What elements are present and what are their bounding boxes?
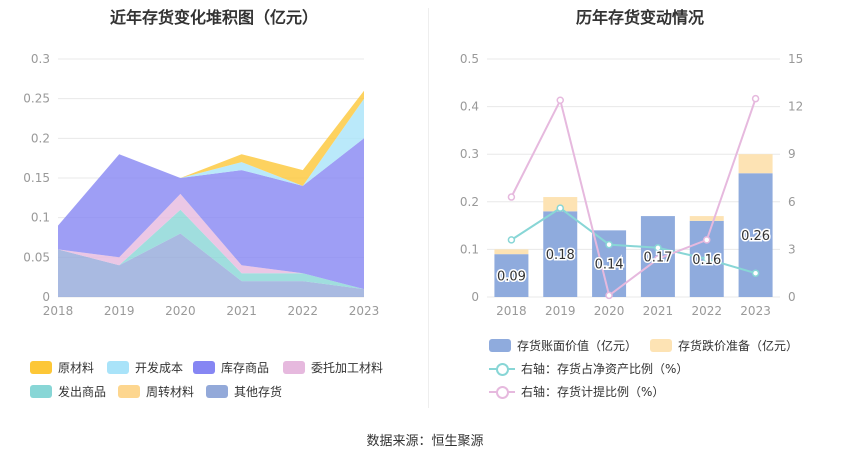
line-net-asset-ratio-point — [654, 244, 662, 252]
legend-other-inventory[interactable]: 其他存货 — [206, 383, 282, 400]
legend-swatch-icon — [118, 385, 140, 398]
legend-label: 库存商品 — [221, 361, 270, 375]
bar-impairment — [738, 154, 773, 174]
right-right-y-tick-label: 6 — [788, 195, 796, 209]
line-net-asset-ratio-point — [703, 255, 711, 263]
left-x-tick-label: 2020 — [165, 304, 196, 318]
legend-line-marker-icon — [489, 385, 515, 399]
line-provision-ratio-point — [703, 236, 711, 244]
left-x-tick-label: 2023 — [349, 304, 380, 318]
left-chart-title: 近年存货变化堆积图（亿元） — [109, 8, 318, 27]
right-left-y-tick-label: 0.5 — [460, 52, 479, 66]
data-source: 数据来源：恒生聚源 — [366, 434, 484, 449]
legend-swatch-icon — [650, 339, 672, 352]
right-right-y-tick-label: 3 — [788, 242, 796, 256]
right-chart-title: 历年存货变动情况 — [575, 8, 704, 27]
bar-value-label: 0.26 — [741, 229, 770, 244]
right-left-y-tick-label: 0.3 — [460, 147, 479, 161]
legend-label: 周转材料 — [146, 385, 195, 399]
legend-label: 右轴：存货占净资产比例（%） — [521, 362, 689, 376]
area-series-发出商品 — [58, 209, 364, 290]
legend-swatch-icon — [283, 361, 305, 374]
right-left-y-tick-label: 0.1 — [460, 242, 479, 256]
area-series-库存商品 — [58, 138, 364, 290]
legend-swatch-icon — [30, 385, 52, 398]
line-provision-ratio-point — [507, 193, 516, 201]
right-right-y-tick-label: 15 — [788, 52, 803, 66]
legend-book-value[interactable]: 存货账面价值（亿元） — [489, 337, 637, 354]
left-x-tick-label: 2018 — [43, 304, 74, 318]
line-net-asset-ratio-point — [556, 204, 564, 212]
right-left-y-tick-label: 0.2 — [460, 195, 479, 209]
right-right-y-tick-label: 12 — [788, 100, 803, 114]
right-right-y-tick-label: 9 — [788, 147, 796, 161]
bar-value-label: 0.16 — [692, 253, 721, 268]
right-left-y-tick-label: 0.4 — [460, 100, 479, 114]
legend-label: 存货账面价值（亿元） — [517, 339, 638, 353]
bar-book-value — [543, 211, 578, 297]
legend-development-cost[interactable]: 开发成本 — [107, 359, 183, 376]
line-provision-ratio-point — [751, 94, 760, 103]
right-x-tick-label: 2020 — [594, 304, 625, 318]
legend-label: 存货跌价准备（亿元） — [678, 339, 799, 353]
bar-value-label: 0.17 — [643, 251, 672, 266]
right-x-tick-label: 2021 — [643, 304, 674, 318]
right-x-tick-label: 2023 — [740, 304, 771, 318]
line-provision-ratio — [510, 97, 757, 298]
right-x-tick-label: 2019 — [545, 304, 576, 318]
legend-impairment[interactable]: 存货跌价准备（亿元） — [650, 337, 798, 354]
legend-swatch-icon — [193, 361, 215, 374]
legend-swatch-icon — [107, 361, 129, 374]
legend-label: 其他存货 — [234, 385, 283, 399]
legend-swatch-icon — [489, 339, 511, 352]
right-left-y-tick-label: 0 — [471, 290, 479, 304]
line-net-asset-ratio — [510, 206, 756, 275]
legend-finished-goods[interactable]: 库存商品 — [193, 359, 269, 376]
line-provision-ratio-point — [556, 96, 564, 105]
legend-raw-materials[interactable]: 原材料 — [30, 359, 94, 376]
right-x-tick-label: 2022 — [691, 304, 722, 318]
legend-turnover-materials[interactable]: 周转材料 — [118, 383, 194, 400]
left-y-tick-label: 0.2 — [31, 131, 50, 145]
left-x-tick-label: 2019 — [104, 304, 135, 318]
line-provision-ratio-point — [654, 255, 662, 263]
legend-label: 开发成本 — [135, 361, 184, 375]
bar-impairment — [494, 249, 529, 255]
legend-label: 委托加工材料 — [311, 361, 384, 375]
left-y-tick-label: 0.05 — [23, 250, 50, 264]
legend-provision-ratio[interactable]: 右轴：存货计提比例（%） — [489, 383, 664, 400]
left-y-tick-label: 0 — [42, 290, 50, 304]
area-series-其他存货 — [58, 233, 364, 297]
left-x-tick-label: 2022 — [288, 304, 319, 318]
charts-canvas: 0 0.05 0.1 0.15 0.2 0.25 0.3 2018 2019 2020 2021 20… — [23, 52, 803, 318]
legend-label: 原材料 — [58, 361, 95, 375]
line-net-asset-ratio-point — [751, 269, 760, 277]
legend-consigned-processing[interactable]: 委托加工材料 — [283, 359, 383, 376]
bar-value-label: 0.18 — [546, 248, 575, 263]
right-x-tick-label: 2018 — [496, 304, 527, 318]
left-y-tick-label: 0.1 — [31, 211, 50, 225]
panel-divider — [428, 8, 429, 408]
legend-label: 发出商品 — [58, 385, 107, 399]
left-y-tick-label: 0.25 — [23, 92, 50, 106]
legend-net-asset-ratio[interactable]: 右轴：存货占净资产比例（%） — [489, 360, 688, 377]
bar-book-value — [494, 254, 529, 297]
bar-value-label: 0.09 — [497, 270, 526, 285]
left-y-tick-label: 0.3 — [31, 52, 50, 66]
left-x-tick-label: 2021 — [226, 304, 257, 318]
legend-swatch-icon — [30, 361, 52, 374]
right-right-y-tick-label: 0 — [788, 290, 796, 304]
left-y-tick-label: 0.15 — [23, 171, 50, 185]
bar-value-label: 0.14 — [595, 258, 624, 273]
bar-impairment — [543, 197, 578, 212]
line-net-asset-ratio-point — [507, 236, 516, 244]
bar-impairment — [689, 216, 724, 221]
legend-swatch-icon — [206, 385, 228, 398]
line-net-asset-ratio-point — [605, 240, 613, 249]
legend-label: 右轴：存货计提比例（%） — [521, 385, 665, 399]
legend-goods-shipped[interactable]: 发出商品 — [30, 383, 106, 400]
line-provision-ratio-point — [605, 291, 613, 300]
legend-line-marker-icon — [489, 362, 515, 376]
